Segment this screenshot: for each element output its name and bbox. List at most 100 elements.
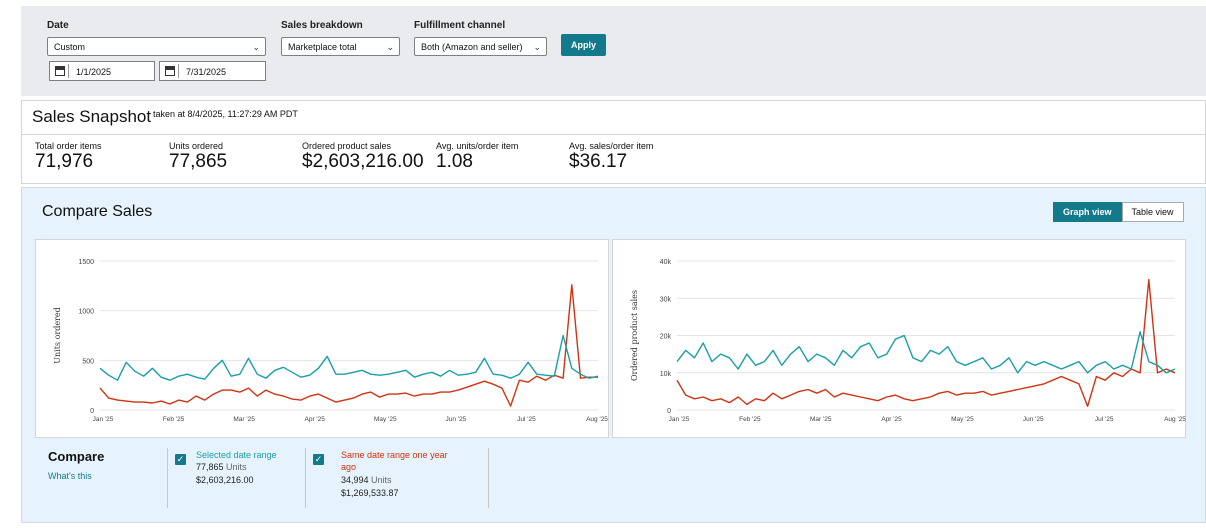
- metric-value: 1.08: [436, 151, 473, 172]
- snapshot-title: Sales Snapshot: [32, 107, 152, 126]
- x-tick-label: May '25: [374, 416, 397, 423]
- y-tick-label: 1500: [78, 259, 94, 266]
- y-tick-label: 20k: [660, 334, 672, 341]
- metric-units-ordered: Units ordered 77,865: [169, 141, 227, 173]
- x-tick-label: Jul '25: [1095, 416, 1114, 423]
- date-range-select[interactable]: Custom ⌄: [47, 37, 266, 56]
- x-tick-label: Jun '25: [445, 416, 466, 423]
- metric-total-order-items: Total order items 71,976: [35, 141, 102, 173]
- compare-sales-panel: Compare Sales Graph view Table view 0 500…: [21, 187, 1206, 523]
- x-tick-label: Feb '25: [739, 416, 761, 423]
- fulfillment-channel-select[interactable]: Both (Amazon and seller) ⌄: [414, 37, 547, 56]
- sales-breakdown-label: Sales breakdown: [281, 20, 363, 31]
- previous-year-label: Same date range one year ago: [341, 450, 448, 472]
- x-tick-label: Jan '25: [669, 416, 690, 423]
- units-ordered-chart: 0 500 1000 1500 Units ordered Jan '25 Feb '25 M…: [35, 239, 609, 438]
- previous-year-units: 34,994 Units: [341, 475, 392, 485]
- x-tick-label: Jul '25: [517, 416, 536, 423]
- series-line-previous-year: [676, 278, 1176, 408]
- y-tick-label: 0: [667, 408, 671, 415]
- view-toggle: Graph view Table view: [1053, 202, 1184, 222]
- page-bottom-strip: [190, 523, 1206, 528]
- snapshot-header: Sales Snapshot taken at 8/4/2025, 11:27:…: [22, 101, 1205, 135]
- y-tick-label: 10k: [660, 371, 672, 378]
- date-label: Date: [47, 20, 69, 31]
- series-line-selected-range: [676, 331, 1176, 374]
- metric-value: $2,603,216.00: [302, 151, 424, 172]
- x-tick-label: Aug '25: [586, 416, 608, 423]
- selected-range-units-value: 77,865: [196, 462, 224, 472]
- date-range-select-value: Custom: [54, 42, 86, 52]
- filter-bar: Date Custom ⌄ 1/1/2025 7/31/2025 Sales b…: [21, 6, 1206, 96]
- selected-range-sales: $2,603,216.00: [196, 475, 254, 485]
- selected-range-label: Selected date range: [196, 450, 277, 460]
- calendar-icon: [55, 66, 65, 76]
- apply-button[interactable]: Apply: [561, 34, 606, 56]
- metric-ordered-product-sales: Ordered product sales $2,603,216.00: [302, 141, 424, 173]
- x-tick-label: Apr '25: [881, 416, 902, 423]
- x-tick-label: Aug '25: [1164, 416, 1186, 423]
- x-tick-label: Jan '25: [93, 416, 114, 423]
- y-tick-label: 500: [82, 358, 94, 365]
- start-date-input[interactable]: 1/1/2025: [49, 61, 155, 81]
- compare-legend-title: Compare: [48, 449, 105, 464]
- calendar-icon: [165, 66, 175, 76]
- table-view-button[interactable]: Table view: [1121, 202, 1184, 222]
- units-word: Units: [226, 462, 247, 472]
- y-tick-label: 1000: [78, 309, 94, 316]
- metric-label: Avg. units/order item: [436, 141, 519, 151]
- x-tick-label: Mar '25: [810, 416, 832, 423]
- ordered-product-sales-chart: 0 10k 20k 30k 40k Ordered product sales Jan '2…: [612, 239, 1186, 438]
- divider: [178, 64, 179, 78]
- previous-year-checkbox[interactable]: ✓: [313, 454, 324, 465]
- metric-label: Total order items: [35, 141, 102, 151]
- whats-this-link[interactable]: What's this: [48, 471, 92, 481]
- divider: [167, 448, 168, 508]
- metric-value: 77,865: [169, 151, 228, 172]
- y-axis-label: Ordered product sales: [630, 290, 639, 381]
- fulfillment-channel-select-value: Both (Amazon and seller): [421, 42, 523, 52]
- ordered-product-sales-chart-svg: 0 10k 20k 30k 40k Ordered product sales Jan '2…: [630, 259, 1186, 423]
- compare-sales-title: Compare Sales: [42, 203, 153, 220]
- x-tick-label: Jun '25: [1023, 416, 1044, 423]
- sales-snapshot-panel: Sales Snapshot taken at 8/4/2025, 11:27:…: [21, 100, 1206, 184]
- start-date-value: 1/1/2025: [76, 67, 112, 77]
- metric-value: 71,976: [35, 151, 94, 172]
- x-tick-label: Feb '25: [163, 416, 185, 423]
- metric-avg-sales-per-order-item: Avg. sales/order item $36.17: [569, 141, 653, 173]
- y-axis-label: Units ordered: [53, 307, 62, 364]
- metric-label: Ordered product sales: [302, 141, 392, 151]
- snapshot-timestamp: taken at 8/4/2025, 11:27:29 AM PDT: [153, 109, 298, 119]
- compare-legend: Compare What's this ✓ Selected date rang…: [35, 438, 1195, 518]
- graph-view-button[interactable]: Graph view: [1053, 202, 1122, 222]
- x-tick-label: Apr '25: [305, 416, 326, 423]
- units-ordered-chart-svg: 0 500 1000 1500 Units ordered Jan '25 Feb '25 M…: [53, 259, 608, 423]
- selected-range-units: 77,865 Units: [196, 462, 247, 472]
- metric-avg-units-per-order-item: Avg. units/order item 1.08: [436, 141, 518, 173]
- divider: [68, 64, 69, 78]
- divider: [488, 448, 489, 508]
- series-line-previous-year: [99, 284, 598, 407]
- units-word: Units: [371, 475, 392, 485]
- selected-range-checkbox[interactable]: ✓: [175, 454, 186, 465]
- metric-label: Avg. sales/order item: [569, 141, 654, 151]
- series-line-selected-range: [99, 334, 599, 381]
- metric-value: $36.17: [569, 151, 628, 172]
- y-tick-label: 0: [90, 408, 94, 415]
- chevron-down-icon: ⌄: [533, 42, 541, 52]
- end-date-value: 7/31/2025: [186, 67, 227, 77]
- sales-breakdown-select[interactable]: Marketplace total ⌄: [281, 37, 400, 56]
- chevron-down-icon: ⌄: [386, 42, 394, 52]
- fulfillment-channel-label: Fulfillment channel: [414, 20, 506, 31]
- x-tick-label: Mar '25: [233, 416, 255, 423]
- previous-year-units-value: 34,994: [341, 475, 369, 485]
- divider: [305, 448, 306, 508]
- x-tick-label: May '25: [951, 416, 974, 423]
- chevron-down-icon: ⌄: [252, 42, 260, 52]
- metric-label: Units ordered: [169, 141, 224, 151]
- y-tick-label: 30k: [660, 296, 672, 303]
- end-date-input[interactable]: 7/31/2025: [159, 61, 266, 81]
- y-tick-label: 40k: [660, 259, 672, 266]
- sales-breakdown-select-value: Marketplace total: [288, 42, 357, 52]
- previous-year-sales: $1,269,533.87: [341, 488, 399, 498]
